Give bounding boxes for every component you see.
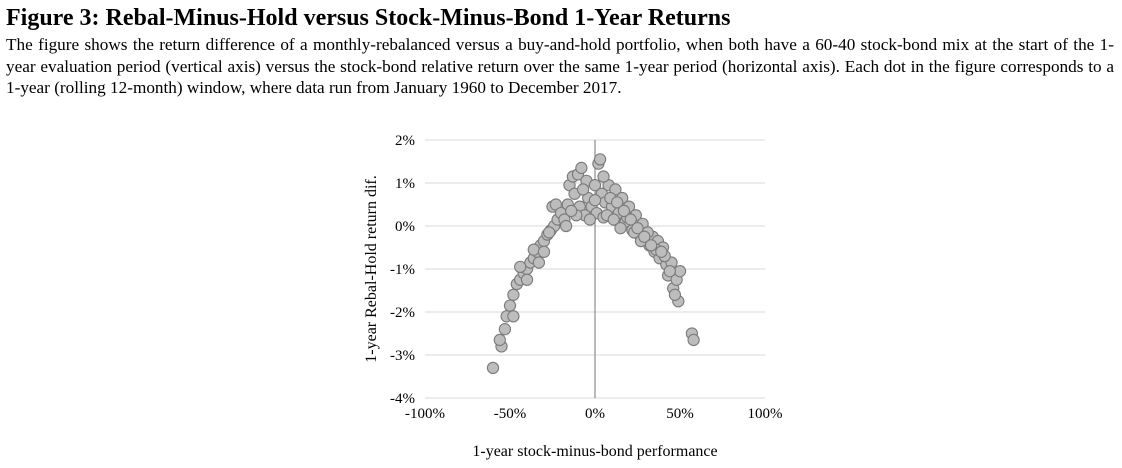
scatter-point [527, 243, 540, 256]
scatter-point [610, 196, 624, 209]
scatter-point [486, 361, 500, 375]
x-tick-label: 50% [666, 406, 694, 422]
y-axis-title: 1-year Rebal-Hold return dif. [363, 175, 380, 362]
scatter-point [565, 204, 578, 218]
scatter-chart: 2% 1% 0% -1% -2% -3% -4%-100% -50% 0% 50% 100% 1-y… [363, 133, 783, 460]
scatter-point [507, 288, 520, 301]
scatter-point [614, 222, 627, 235]
scatter-point [673, 264, 687, 278]
scatter-point [597, 170, 610, 183]
scatter-point [507, 310, 520, 323]
scatter-point [559, 219, 573, 233]
y-tick-label: -2% [390, 305, 415, 321]
tick-labels: 2% 1% 0% -1% -2% -3% -4%-100% -50% 0% 50% 100% [390, 133, 783, 422]
scatter-point [655, 245, 668, 258]
scatter-point [537, 245, 551, 258]
y-tick-label: 2% [395, 133, 415, 149]
scatter-point [503, 299, 517, 312]
y-tick-label: -1% [390, 262, 415, 278]
x-tick-label: 0% [585, 406, 605, 422]
x-tick-label: -50% [494, 406, 527, 422]
x-tick-label: -100% [405, 406, 445, 422]
figure-title: Figure 3: Rebal-Minus-Hold versus Stock-… [6, 5, 731, 31]
scatter-point [514, 260, 527, 273]
scatter-point [575, 161, 588, 175]
scatter-point [624, 213, 637, 226]
y-tick-label: 1% [395, 176, 415, 192]
scatter-point [588, 179, 602, 192]
scatter-point [607, 213, 620, 226]
scatter-point [583, 213, 597, 226]
x-axis-title: 1-year stock-minus-bond performance [472, 443, 717, 460]
scatter-point [687, 333, 700, 347]
y-tick-label: -3% [390, 348, 415, 364]
scatter-point [663, 264, 676, 278]
y-tick-label: -4% [390, 391, 415, 407]
scatter-point [588, 194, 602, 207]
scatter-point [493, 333, 506, 347]
scatter-point [520, 273, 534, 286]
scatter-point [542, 226, 556, 239]
figure-caption: The figure shows the return difference o… [6, 35, 1114, 97]
scatter-point [638, 230, 651, 243]
scatter-point [593, 153, 607, 166]
scatter-point [644, 239, 658, 252]
data-points [486, 153, 700, 375]
scatter-point [532, 256, 546, 269]
scatter-point [617, 204, 631, 218]
scatter-point [631, 222, 644, 235]
scatter-point [668, 288, 682, 301]
x-tick-label: 100% [748, 406, 783, 422]
scatter-point [576, 183, 590, 196]
scatter-point [498, 323, 512, 336]
y-tick-label: 0% [395, 219, 415, 235]
